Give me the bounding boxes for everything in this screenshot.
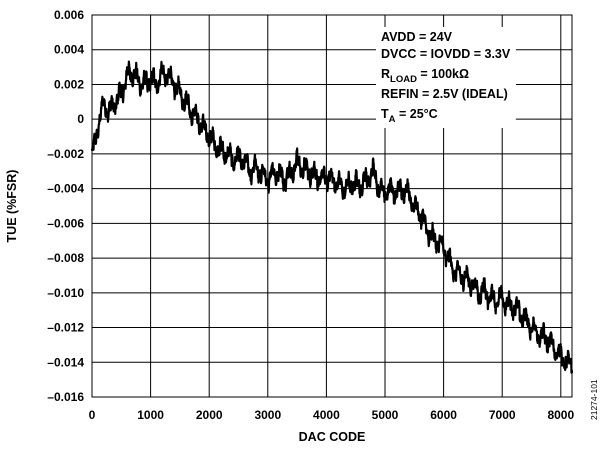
x-tick-label: 8000 [547, 408, 574, 422]
y-tick-label: –0.004 [47, 182, 84, 196]
x-tick-label: 0 [89, 408, 96, 422]
series-layer [90, 60, 574, 374]
y-tick-label: –0.002 [47, 147, 84, 161]
y-tick-labels: 0.006 0.004 0.002 0 –0.002 –0.004 –0.006 –0.008… [47, 8, 84, 404]
x-tick-label: 7000 [489, 408, 516, 422]
y-tick-label: –0.010 [47, 286, 84, 300]
plot-frame [91, 14, 573, 398]
condition-annotations: AVDD = 24V DVCC = IOVDD = 3.3V RLOAD = 100… [381, 30, 511, 125]
figure-id: 21274-101 [589, 379, 599, 420]
annotation-line-4: TA = 25°C [381, 107, 438, 125]
x-tick-labels: 0 1000 2000 3000 4000 5000 6000 7000 8000 [89, 408, 575, 422]
annotation-line-1: DVCC = IOVDD = 3.3V [381, 47, 511, 61]
y-axis-title: TUE (%FSR) [5, 170, 19, 243]
annotation-box [376, 27, 516, 128]
y-tick-label: –0.012 [47, 321, 84, 335]
y-tick-label: –0.016 [47, 390, 84, 404]
y-tick-label: 0.006 [54, 8, 84, 22]
annotation-box-layer [376, 27, 516, 128]
x-tick-label: 6000 [430, 408, 457, 422]
y-tick-label: –0.008 [47, 251, 84, 265]
y-tick-label: 0 [77, 112, 84, 126]
y-tick-label: –0.014 [47, 355, 84, 369]
y-tick-label: –0.006 [47, 216, 84, 230]
x-tick-label: 4000 [313, 408, 340, 422]
annotation-line-3: REFIN = 2.5V (IDEAL) [381, 87, 508, 101]
annotation-line-2: RLOAD = 100kΩ [381, 67, 469, 85]
y-tick-label: 0.004 [54, 43, 84, 57]
x-tick-label: 2000 [196, 408, 223, 422]
x-tick-label: 3000 [254, 408, 281, 422]
x-tick-label: 1000 [137, 408, 164, 422]
x-tick-label: 5000 [372, 408, 399, 422]
x-axis-title: DAC CODE [299, 430, 366, 444]
series-line-0 [90, 60, 574, 374]
annotation-line-0: AVDD = 24V [381, 30, 453, 44]
y-tick-label: 0.002 [54, 77, 84, 91]
